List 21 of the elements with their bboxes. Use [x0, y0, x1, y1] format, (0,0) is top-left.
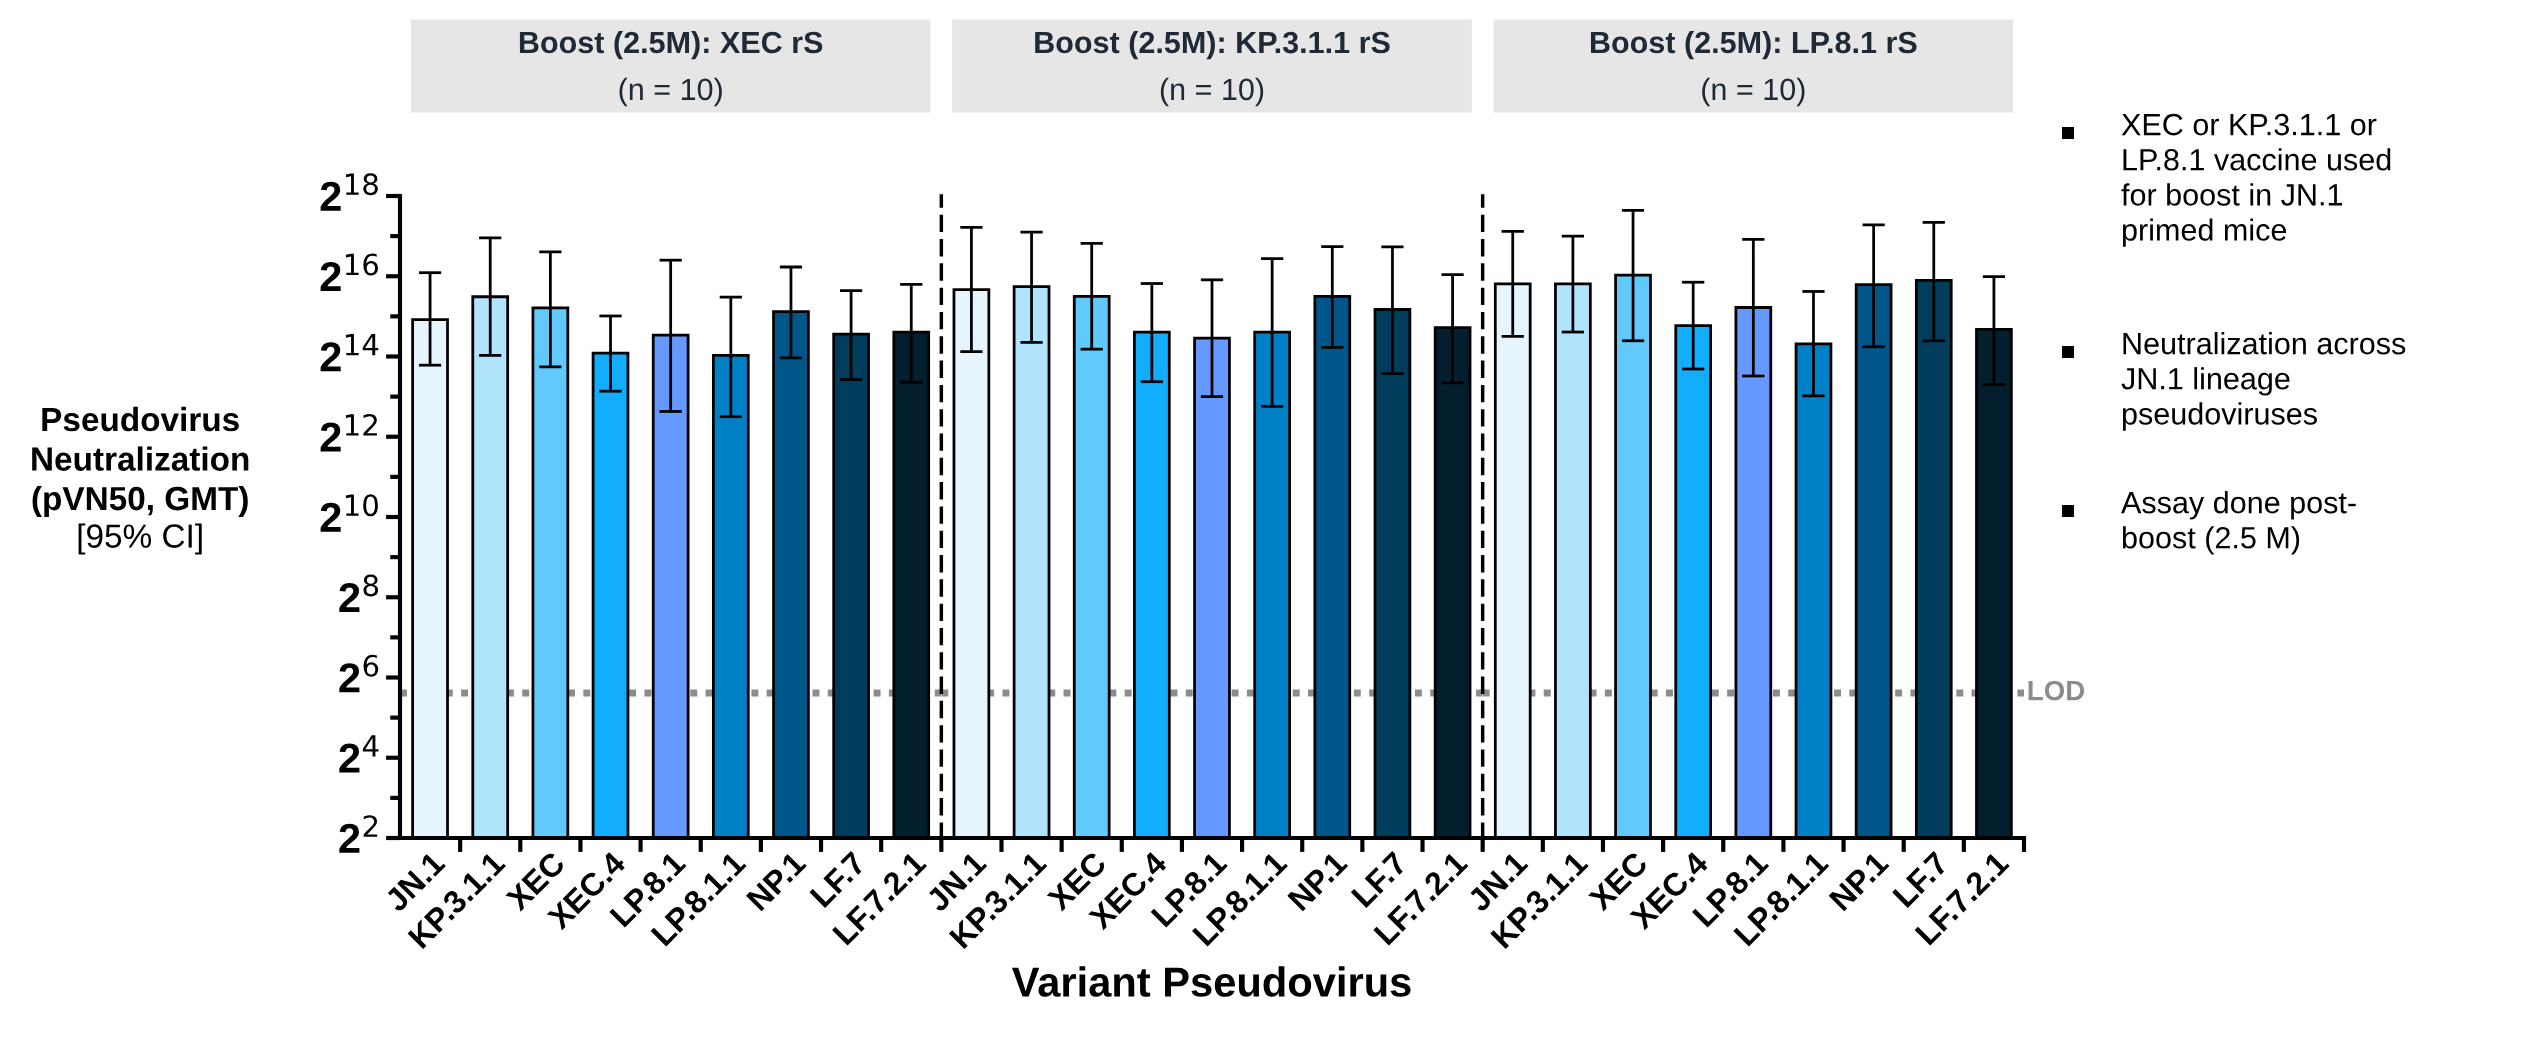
chart-subtitle: (n = 10) — [1702, 77, 1805, 107]
y-tick-label: 2$^{2}$ — [339, 815, 378, 853]
chart-subtitle: (n = 10) — [619, 77, 722, 107]
chart-title: Boost (2.5M): LP.8.1 rS — [1590, 30, 1917, 60]
x-axis-title: Variant Pseudovirus — [1011, 966, 1411, 997]
text: Neutralization across JN.1 lineage pseudoviruses — [2121, 332, 2406, 431]
y-tick-label: 2$^{16}$ — [320, 253, 379, 292]
ref-line-label: LOD — [2028, 680, 2085, 701]
y-tick-label: 2$^{12}$ — [320, 413, 377, 452]
chart-title: Boost (2.5M): KP.3.1.1 rS — [1035, 30, 1390, 60]
chart-title: Boost (2.5M): XEC rS — [519, 30, 823, 60]
y-tick-label: 2$^{10}$ — [320, 494, 378, 532]
y-tick-label: 2$^{8}$ — [339, 574, 379, 613]
y-tick-label: 2$^{18}$ — [320, 173, 378, 211]
y-tick-label: 2$^{6}$ — [339, 654, 379, 693]
text: Assay done post- boost (2.5 M) — [2121, 491, 2356, 555]
chart-subtitle: (n = 10) — [1160, 77, 1264, 107]
y-tick-label: 2$^{4}$ — [339, 735, 379, 773]
y-axis-title: Pseudovirus Neutralization (pVN50, GMT) [95% CI] — [32, 406, 249, 555]
text: XEC or KP.3.1.1 or LP.8.1 vaccine used for boost in JN.1 primed mice — [2121, 113, 2391, 247]
y-tick-label: 2$^{14}$ — [320, 334, 379, 372]
